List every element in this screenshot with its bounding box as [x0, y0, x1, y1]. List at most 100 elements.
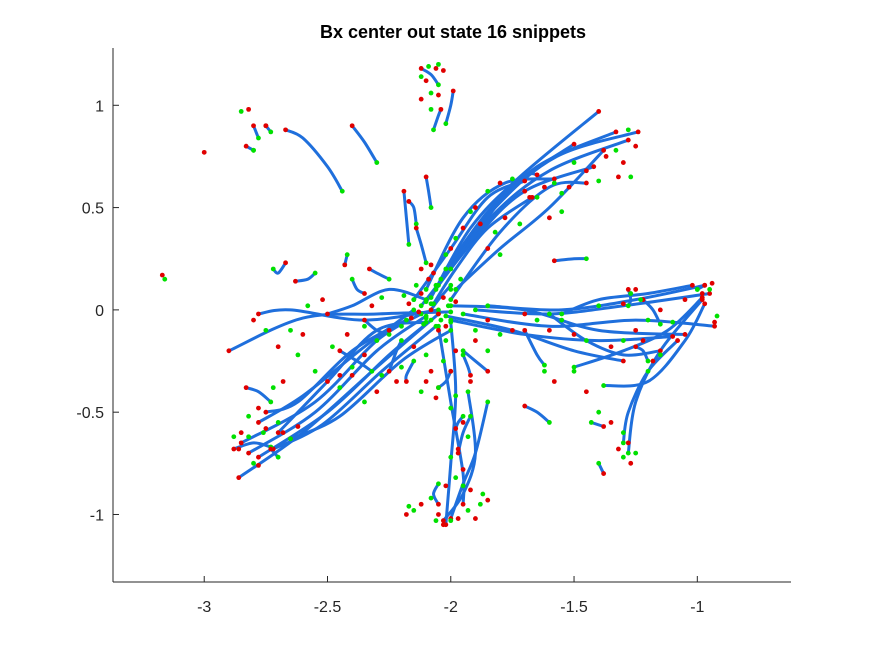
start-marker	[433, 518, 439, 524]
end-marker	[546, 327, 552, 333]
start-marker	[349, 364, 355, 370]
start-marker	[465, 389, 471, 395]
end-marker	[251, 123, 256, 129]
end-marker	[423, 78, 429, 84]
start-marker	[344, 252, 350, 258]
end-marker	[349, 123, 355, 129]
start-marker	[443, 313, 449, 319]
end-marker	[246, 106, 252, 112]
start-marker	[436, 323, 441, 329]
start-marker	[418, 303, 424, 309]
start-marker	[542, 368, 547, 374]
end-marker	[418, 96, 424, 102]
start-marker	[460, 348, 466, 354]
end-marker	[406, 199, 412, 204]
start-marker	[386, 332, 392, 337]
end-marker	[571, 141, 577, 147]
end-marker	[571, 332, 577, 337]
end-marker	[583, 180, 589, 186]
start-marker	[428, 205, 434, 210]
end-marker	[443, 323, 449, 329]
end-marker	[201, 149, 207, 155]
end-marker	[275, 344, 281, 350]
end-marker	[453, 348, 459, 354]
start-marker	[542, 362, 547, 368]
start-marker	[411, 358, 417, 364]
start-marker	[438, 276, 444, 282]
end-marker	[551, 379, 557, 384]
end-marker	[601, 147, 607, 153]
start-marker	[460, 311, 466, 317]
start-marker	[620, 440, 626, 446]
axes: -3 -2.5 -2 -1.5 -1 1 0.5 0 -0.5 -1	[76, 48, 791, 616]
start-marker	[596, 409, 602, 415]
end-marker	[702, 301, 708, 307]
end-marker	[406, 301, 412, 307]
end-marker	[418, 291, 424, 296]
trajectory-line	[449, 180, 588, 302]
end-marker	[613, 129, 619, 135]
start-marker	[256, 135, 261, 141]
end-marker	[349, 372, 355, 378]
start-marker	[694, 287, 700, 292]
end-marker	[460, 420, 466, 425]
end-marker	[596, 109, 602, 114]
start-marker	[458, 276, 464, 282]
start-marker	[423, 352, 429, 358]
start-marker	[453, 393, 459, 399]
start-marker	[305, 303, 311, 309]
end-marker	[455, 446, 461, 452]
start-marker	[559, 190, 565, 196]
end-marker	[707, 291, 713, 296]
trajectory-line	[362, 318, 391, 336]
end-marker	[337, 348, 343, 354]
end-marker	[428, 307, 434, 313]
start-marker	[330, 344, 335, 350]
end-marker	[534, 172, 540, 178]
trajectory-line	[641, 298, 662, 326]
end-marker	[280, 430, 286, 436]
start-marker	[638, 297, 644, 303]
end-marker	[243, 143, 249, 149]
start-marker	[625, 303, 631, 309]
end-marker	[280, 379, 286, 384]
end-marker	[438, 106, 444, 112]
trajectory-line	[429, 283, 453, 312]
end-marker	[295, 424, 301, 429]
start-marker	[460, 352, 466, 358]
end-marker	[293, 278, 298, 284]
trajectory-line	[338, 349, 374, 373]
end-marker	[362, 352, 367, 358]
y-tick-label: 0.5	[82, 201, 104, 218]
start-marker	[362, 323, 367, 329]
end-marker	[712, 319, 717, 325]
start-marker	[288, 436, 293, 442]
end-marker	[657, 348, 663, 354]
end-marker	[401, 188, 407, 194]
start-marker	[633, 450, 639, 456]
end-marker	[453, 299, 459, 305]
start-marker	[571, 368, 577, 374]
start-marker	[260, 430, 266, 436]
start-marker	[620, 338, 626, 343]
start-marker	[411, 307, 417, 313]
end-marker	[325, 379, 330, 384]
trajectory-line	[432, 482, 440, 506]
end-marker	[448, 246, 454, 251]
trajectory-line	[560, 283, 694, 316]
start-marker	[596, 303, 602, 309]
end-marker	[283, 127, 288, 133]
end-marker	[423, 174, 429, 180]
start-marker	[583, 256, 589, 262]
trajectory-line	[552, 257, 588, 263]
start-marker	[453, 287, 459, 292]
y-tick-label: 1	[95, 98, 104, 115]
start-marker	[480, 491, 486, 497]
end-marker	[628, 460, 634, 466]
end-marker	[256, 454, 261, 460]
end-marker	[436, 311, 441, 317]
end-marker	[551, 258, 557, 264]
start-marker	[443, 266, 449, 272]
end-marker	[428, 262, 434, 268]
end-marker	[362, 317, 367, 323]
